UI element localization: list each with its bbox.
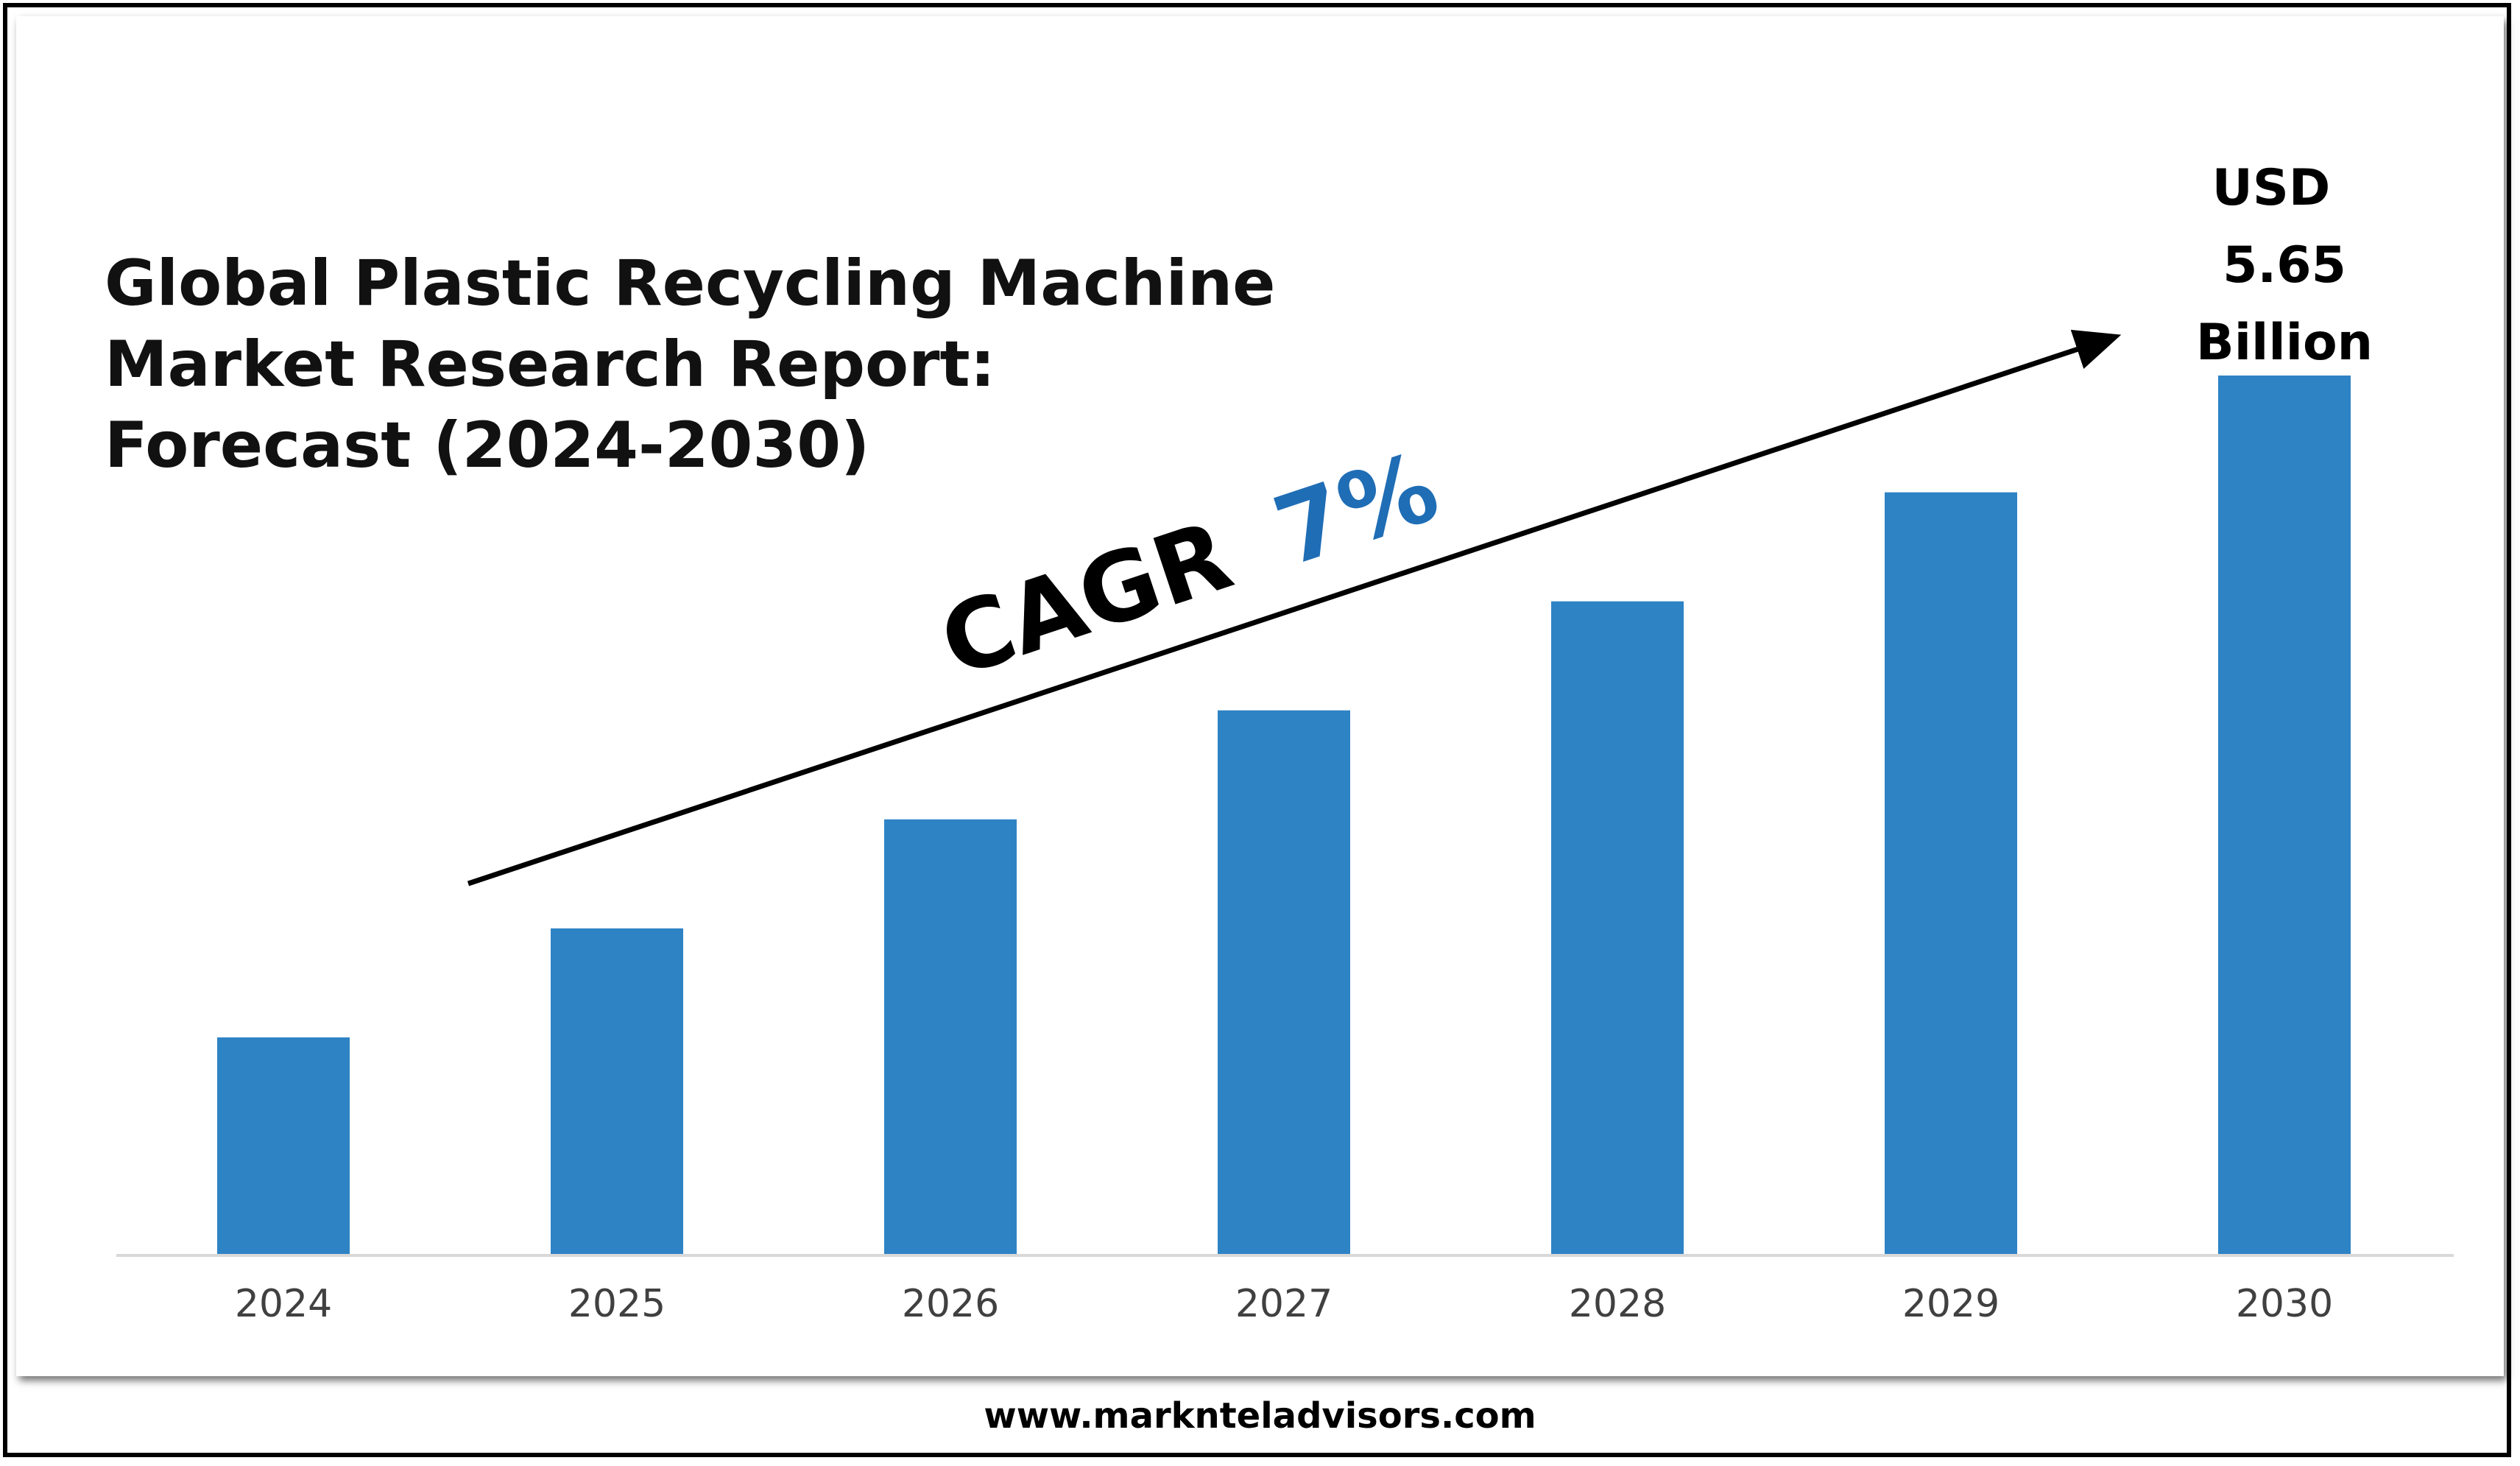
cagr-label: CAGR: [928, 499, 1244, 699]
bar-2027: [1218, 710, 1350, 1255]
x-axis-ticks: 2024 2025 2026 2027 2028 2029 2030: [235, 1282, 2333, 1326]
x-tick-label-2026: 2026: [902, 1282, 999, 1326]
title-line-3: Forecast (2024-2030): [105, 409, 870, 482]
value-label-line-1: USD: [2212, 159, 2331, 217]
bar-2029: [1885, 492, 2017, 1255]
bar-2024: [217, 1037, 350, 1255]
cagr-trend-arrow: [467, 329, 2122, 887]
bar-2025: [551, 928, 683, 1255]
bar-2028: [1551, 601, 1684, 1255]
value-label-line-3: Billion: [2196, 314, 2373, 372]
x-tick-label-2027: 2027: [1235, 1282, 1333, 1326]
value-labels: USD 5.65 Billion: [2196, 159, 2373, 372]
x-tick-label-2025: 2025: [568, 1282, 666, 1326]
x-tick-label-2024: 2024: [235, 1282, 332, 1326]
bar-2026: [884, 819, 1017, 1255]
x-tick-label-2029: 2029: [1902, 1282, 2000, 1326]
title-line-1: Global Plastic Recycling Machine: [105, 247, 1276, 320]
value-label-line-2: 5.65: [2223, 236, 2346, 295]
title-line-2: Market Research Report:: [105, 328, 996, 401]
chart-title: Global Plastic Recycling Machine Market …: [105, 243, 1276, 486]
bar-series: [217, 376, 2351, 1255]
x-tick-label-2028: 2028: [1569, 1282, 1666, 1326]
x-tick-label-2030: 2030: [2236, 1282, 2333, 1326]
bar-2030: [2218, 376, 2351, 1255]
footer-website[interactable]: www.marknteladvisors.com: [984, 1395, 1536, 1437]
